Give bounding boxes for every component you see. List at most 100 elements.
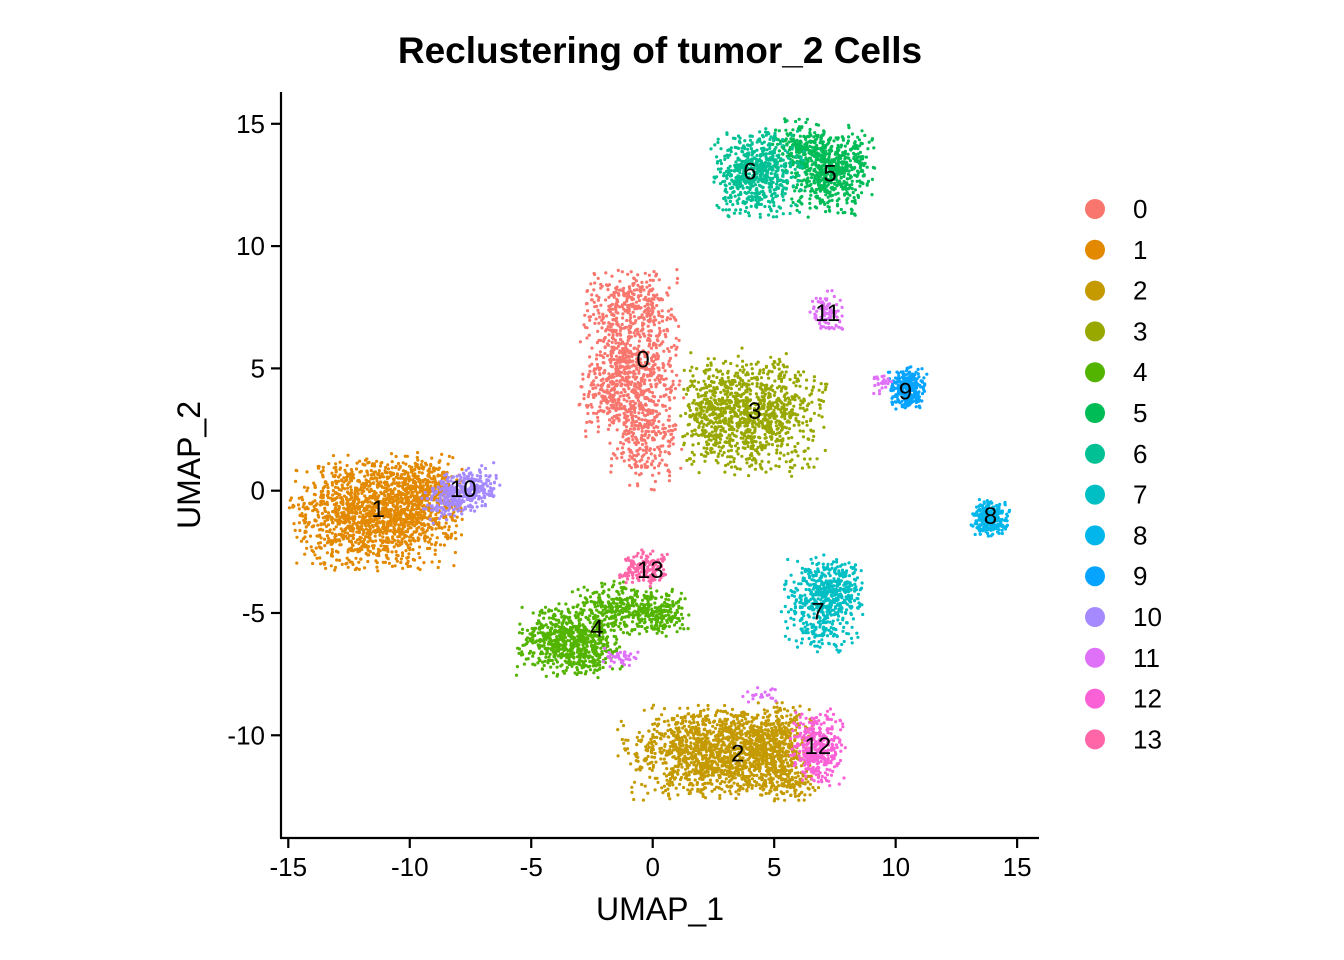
scatter-point-cluster-2 [702, 744, 706, 749]
scatter-point-cluster-1 [446, 462, 450, 466]
scatter-point-cluster-2 [678, 782, 682, 786]
scatter-point-cluster-2 [799, 764, 804, 768]
scatter-point-cluster-2 [762, 739, 766, 744]
scatter-point-cluster-2 [738, 730, 742, 734]
scatter-point-cluster-1 [313, 518, 317, 522]
scatter-point-cluster-0 [585, 405, 589, 409]
scatter-point-cluster-1 [404, 549, 408, 553]
scatter-point-cluster-0 [627, 396, 631, 400]
scatter-point-cluster-2 [724, 772, 728, 777]
scatter-point-cluster-2 [641, 734, 645, 739]
scatter-point-cluster-0 [654, 403, 658, 407]
scatter-point-cluster-1 [329, 539, 333, 543]
scatter-point-cluster-2 [755, 773, 759, 778]
scatter-point-cluster-0 [619, 441, 623, 445]
scatter-point-cluster-0 [669, 313, 673, 317]
scatter-point-cluster-1 [318, 503, 322, 507]
scatter-point-cluster-1 [403, 454, 407, 458]
scatter-point-cluster-2 [700, 767, 704, 771]
scatter-point-cluster-1 [394, 550, 398, 554]
scatter-point-cluster-1 [353, 492, 357, 496]
scatter-point-cluster-0 [629, 400, 633, 404]
scatter-point-cluster-0 [593, 305, 597, 309]
scatter-point-cluster-1 [358, 547, 362, 551]
scatter-point-cluster-1 [344, 527, 348, 532]
scatter-point-cluster-2 [713, 787, 717, 791]
scatter-point-cluster-2 [655, 724, 660, 728]
scatter-point-cluster-2 [717, 773, 721, 777]
scatter-point-cluster-0 [632, 453, 636, 457]
chart-title: Reclustering of tumor_2 Cells [398, 30, 922, 71]
scatter-point-cluster-2 [782, 772, 786, 776]
scatter-point-cluster-1 [369, 482, 373, 486]
scatter-point-cluster-2 [692, 713, 696, 717]
scatter-point-cluster-0 [584, 429, 588, 433]
scatter-point-cluster-1 [298, 513, 302, 518]
scatter-point-cluster-2 [616, 728, 620, 732]
scatter-point-cluster-0 [668, 364, 673, 368]
scatter-point-cluster-0 [629, 316, 633, 320]
scatter-point-cluster-1 [430, 533, 434, 537]
scatter-point-cluster-2 [806, 780, 810, 784]
scatter-point-cluster-2 [766, 715, 771, 719]
scatter-point-cluster-1 [324, 524, 329, 529]
scatter-point-cluster-0 [602, 339, 606, 343]
scatter-point-cluster-1 [340, 562, 344, 567]
scatter-point-cluster-2 [664, 761, 668, 765]
scatter-point-cluster-0 [628, 454, 632, 458]
scatter-point-cluster-2 [793, 728, 798, 732]
scatter-point-cluster-1 [358, 470, 362, 474]
scatter-point-cluster-2 [784, 721, 788, 725]
scatter-point-cluster-0 [584, 435, 588, 439]
scatter-point-cluster-2 [807, 708, 811, 712]
scatter-point-cluster-0 [592, 383, 596, 387]
scatter-point-cluster-1 [393, 498, 398, 502]
scatter-point-cluster-0 [653, 354, 657, 359]
scatter-point-cluster-1 [344, 562, 348, 566]
scatter-point-cluster-2 [721, 722, 725, 726]
scatter-point-cluster-1 [359, 536, 363, 540]
scatter-point-cluster-2 [698, 733, 703, 737]
scatter-point-cluster-2 [639, 739, 643, 744]
scatter-point-cluster-2 [745, 789, 749, 793]
scatter-point-cluster-0 [641, 411, 645, 415]
scatter-point-cluster-0 [647, 367, 651, 372]
scatter-point-cluster-0 [616, 372, 621, 376]
scatter-point-cluster-0 [587, 333, 591, 337]
scatter-point-cluster-0 [616, 300, 620, 304]
scatter-point-cluster-2 [740, 718, 744, 723]
scatter-point-cluster-2 [710, 773, 714, 777]
scatter-point-cluster-0 [592, 411, 596, 415]
scatter-point-cluster-2 [692, 742, 696, 746]
scatter-point-cluster-1 [316, 541, 321, 545]
scatter-point-cluster-1 [356, 505, 361, 509]
scatter-point-cluster-0 [615, 320, 619, 324]
scatter-point-cluster-2 [695, 782, 699, 787]
scatter-point-cluster-1 [392, 525, 396, 529]
scatter-point-cluster-1 [435, 536, 439, 540]
scatter-point-cluster-1 [460, 467, 464, 471]
scatter-point-cluster-2 [760, 722, 764, 726]
scatter-point-cluster-0 [632, 331, 636, 335]
scatter-point-cluster-1 [388, 529, 392, 533]
scatter-point-cluster-1 [373, 534, 377, 538]
scatter-point-cluster-2 [637, 730, 641, 735]
scatter-point-cluster-2 [668, 779, 672, 784]
scatter-point-cluster-0 [643, 397, 647, 401]
scatter-point-cluster-0 [680, 447, 684, 451]
scatter-point-cluster-1 [443, 525, 447, 529]
scatter-point-cluster-0 [608, 395, 612, 400]
scatter-point-cluster-2 [771, 748, 775, 753]
scatter-point-cluster-1 [394, 454, 398, 459]
scatter-point-cluster-1 [351, 549, 355, 553]
scatter-point-cluster-2 [780, 760, 784, 765]
scatter-point-cluster-2 [620, 737, 624, 742]
scatter-point-cluster-1 [389, 540, 393, 544]
scatter-point-cluster-2 [663, 742, 667, 747]
scatter-point-cluster-0 [656, 310, 661, 314]
scatter-point-cluster-0 [644, 441, 648, 445]
scatter-point-cluster-0 [626, 429, 631, 434]
scatter-point-cluster-0 [655, 376, 660, 380]
scatter-point-cluster-0 [614, 329, 618, 333]
scatter-point-cluster-2 [781, 740, 785, 744]
